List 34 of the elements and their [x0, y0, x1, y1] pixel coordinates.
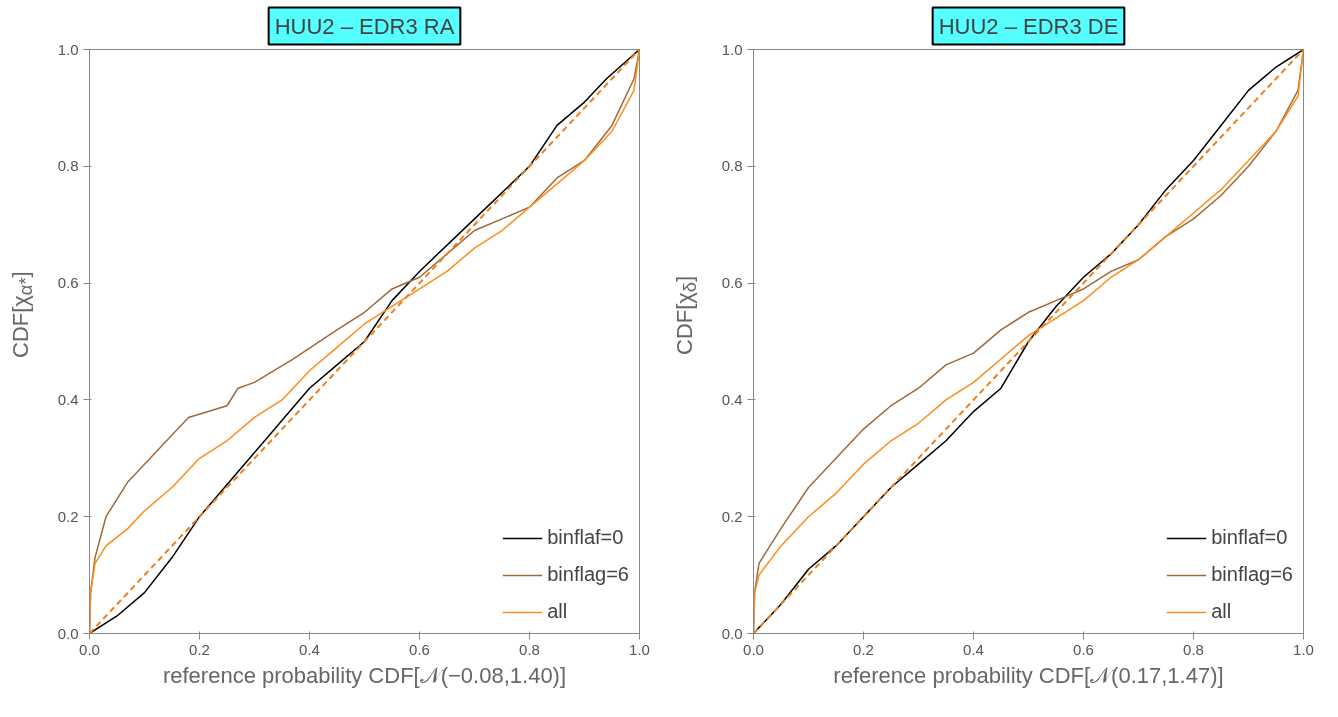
legend-label: all [1211, 600, 1232, 623]
x-tick-label: 0.0 [743, 640, 764, 658]
x-tick-label: 0.8 [519, 640, 540, 658]
y-tick-label: 0.2 [57, 507, 79, 525]
x-tick-label: 0.2 [853, 640, 874, 658]
x-tick-label: 1.0 [1293, 640, 1314, 658]
x-tick-label: 0.6 [1073, 640, 1094, 658]
legend-label: binflag=6 [547, 563, 629, 586]
x-tick-label: 0.4 [299, 640, 320, 658]
y-tick-label: 0.0 [57, 624, 79, 642]
x-axis-title: reference probability CDF[𝒩(0.17,1.47)] [833, 662, 1224, 688]
y-tick-label: 0.4 [721, 390, 743, 408]
legend-label: all [547, 600, 568, 623]
y-tick-label: 0.6 [721, 274, 743, 292]
x-tick-label: 0.0 [79, 640, 100, 658]
x-tick-label: 0.4 [963, 640, 984, 658]
x-tick-label: 1.0 [629, 640, 650, 658]
y-tick-label: 0.4 [57, 390, 79, 408]
legend-label: binflaf=0 [1211, 526, 1288, 549]
y-tick-label: 1.0 [57, 40, 79, 58]
chart-title: HUU2 – EDR3 RA [274, 13, 455, 39]
x-tick-label: 0.6 [409, 640, 430, 658]
y-tick-label: 0.2 [721, 507, 743, 525]
y-tick-label: 0.8 [57, 157, 79, 175]
legend-label: binflaf=0 [547, 526, 624, 549]
y-tick-label: 0.0 [721, 624, 743, 642]
y-tick-label: 0.8 [721, 157, 743, 175]
x-axis-title: reference probability CDF[𝒩(−0.08,1.40)] [162, 662, 567, 688]
y-tick-label: 1.0 [721, 40, 743, 58]
y-tick-label: 0.6 [57, 274, 79, 292]
x-tick-label: 0.2 [189, 640, 210, 658]
legend-label: binflag=6 [1211, 563, 1293, 586]
chart-title: HUU2 – EDR3 DE [938, 13, 1119, 39]
x-tick-label: 0.8 [1183, 640, 1204, 658]
